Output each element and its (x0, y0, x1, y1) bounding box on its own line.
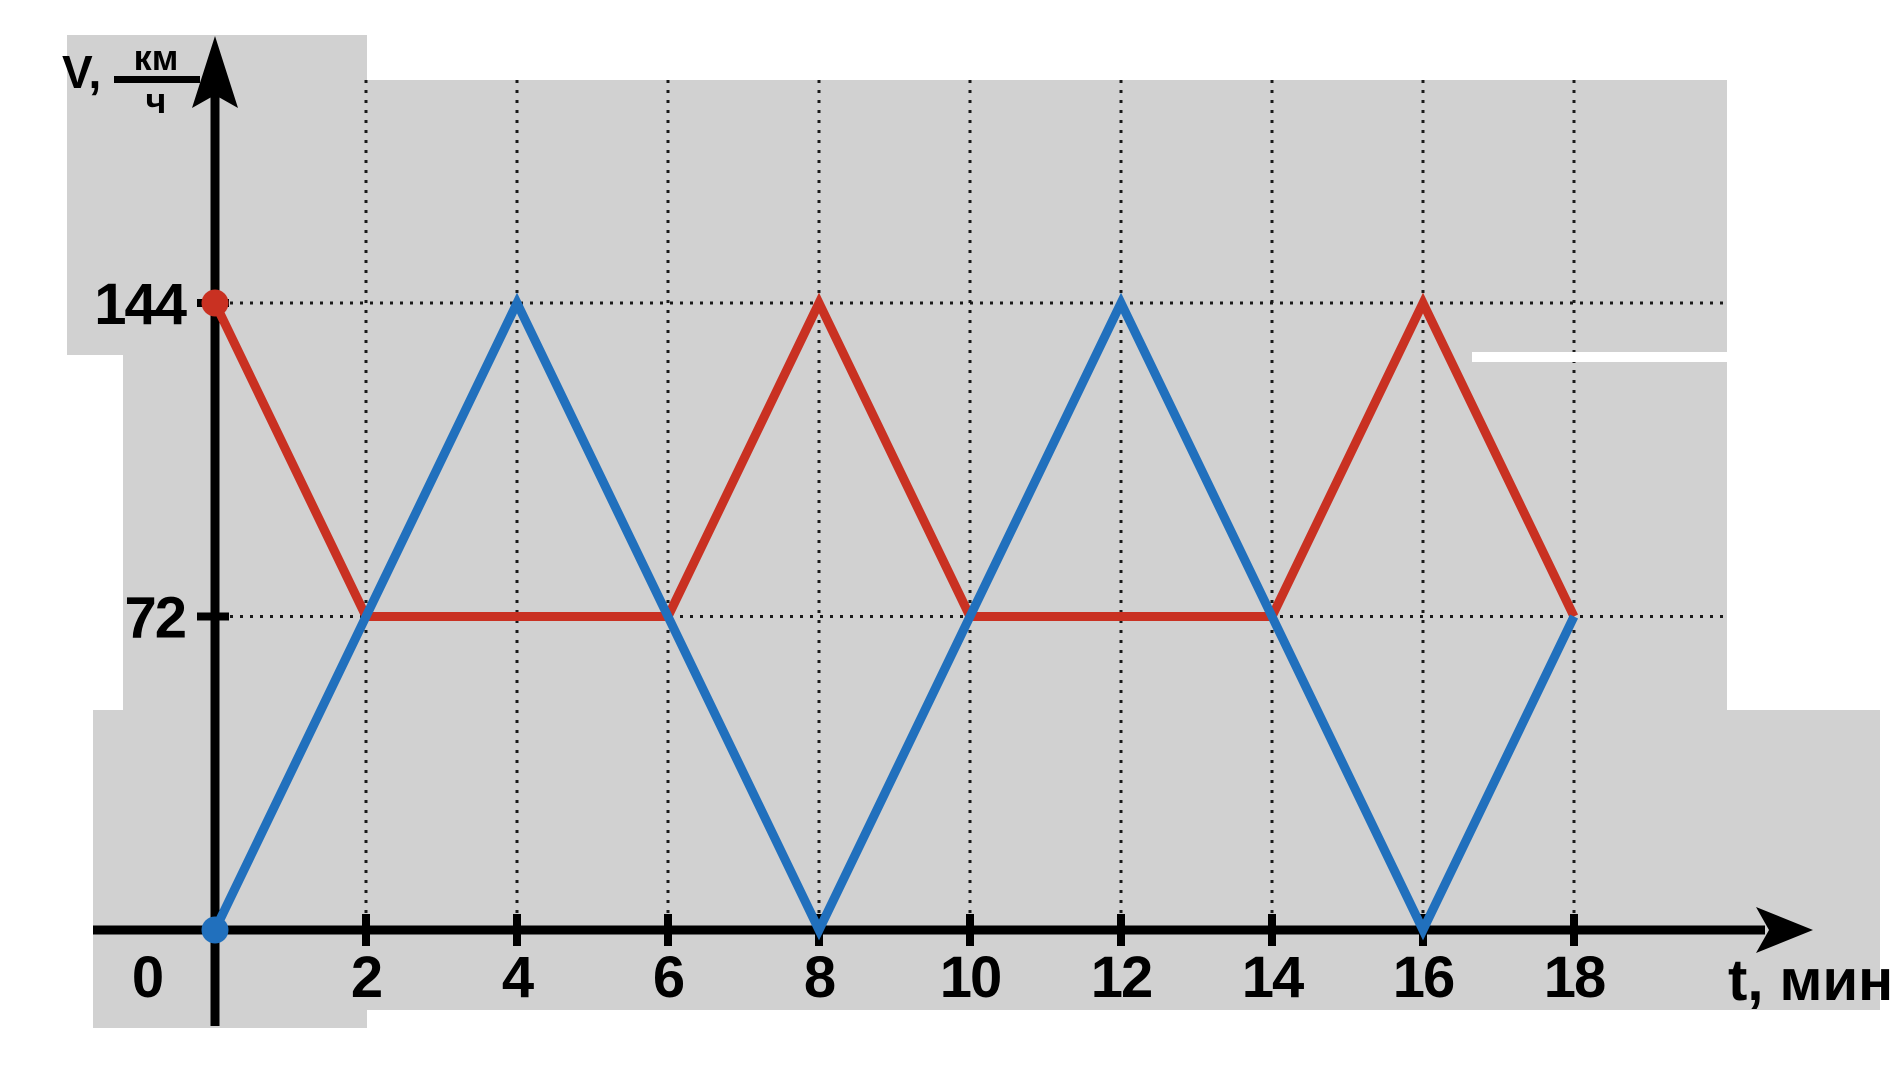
x-tick-label: 6 (653, 945, 684, 1010)
x-tick-label: 10 (940, 945, 1001, 1010)
y-tick-label: 72 (124, 586, 185, 651)
x-tick-label: 12 (1091, 945, 1152, 1010)
tick-labels: 0 2 4 6 8 10 12 14 16 18 72 144 (94, 272, 1607, 1010)
x-tick-label: 8 (804, 945, 835, 1010)
y-axis-unit-numerator: км (134, 37, 179, 78)
axes (93, 36, 1813, 1026)
red-series-line (210, 292, 1579, 621)
white-patch-left-mid (0, 355, 123, 710)
y-axis-title: V, км ч (62, 37, 200, 121)
x-axis-arrowhead-icon (1756, 907, 1813, 953)
fraction-bar (114, 76, 200, 83)
series-start-markers (201, 289, 229, 944)
y-axis-variable-label: V, (62, 46, 101, 98)
y-axis-unit-denominator: ч (146, 80, 167, 121)
background-main-block (300, 80, 1727, 1010)
white-patch-right-strip (1472, 352, 1727, 362)
y-axis-arrowhead-icon (192, 36, 238, 108)
x-tick-label: 14 (1242, 945, 1304, 1010)
x-axis-title: t, мин (1728, 948, 1893, 1013)
y-tick-label: 144 (94, 272, 187, 337)
background-bottom-right-block (1727, 710, 1880, 1010)
white-patches (0, 352, 1727, 1068)
chart-background (67, 35, 1880, 1028)
x-tick-label: 18 (1544, 945, 1605, 1010)
x-tick-label: 16 (1393, 945, 1454, 1010)
white-patch-left-bottom (0, 710, 93, 1068)
blue-series-line (210, 292, 1579, 941)
x-tick-label: 4 (502, 945, 534, 1010)
red-speed-curve-start-dot (201, 289, 229, 317)
blue-speed-curve-start-dot (201, 916, 229, 944)
x-tick-label: 0 (132, 945, 162, 1010)
x-tick-label: 2 (351, 945, 381, 1010)
gridlines (230, 80, 1727, 930)
